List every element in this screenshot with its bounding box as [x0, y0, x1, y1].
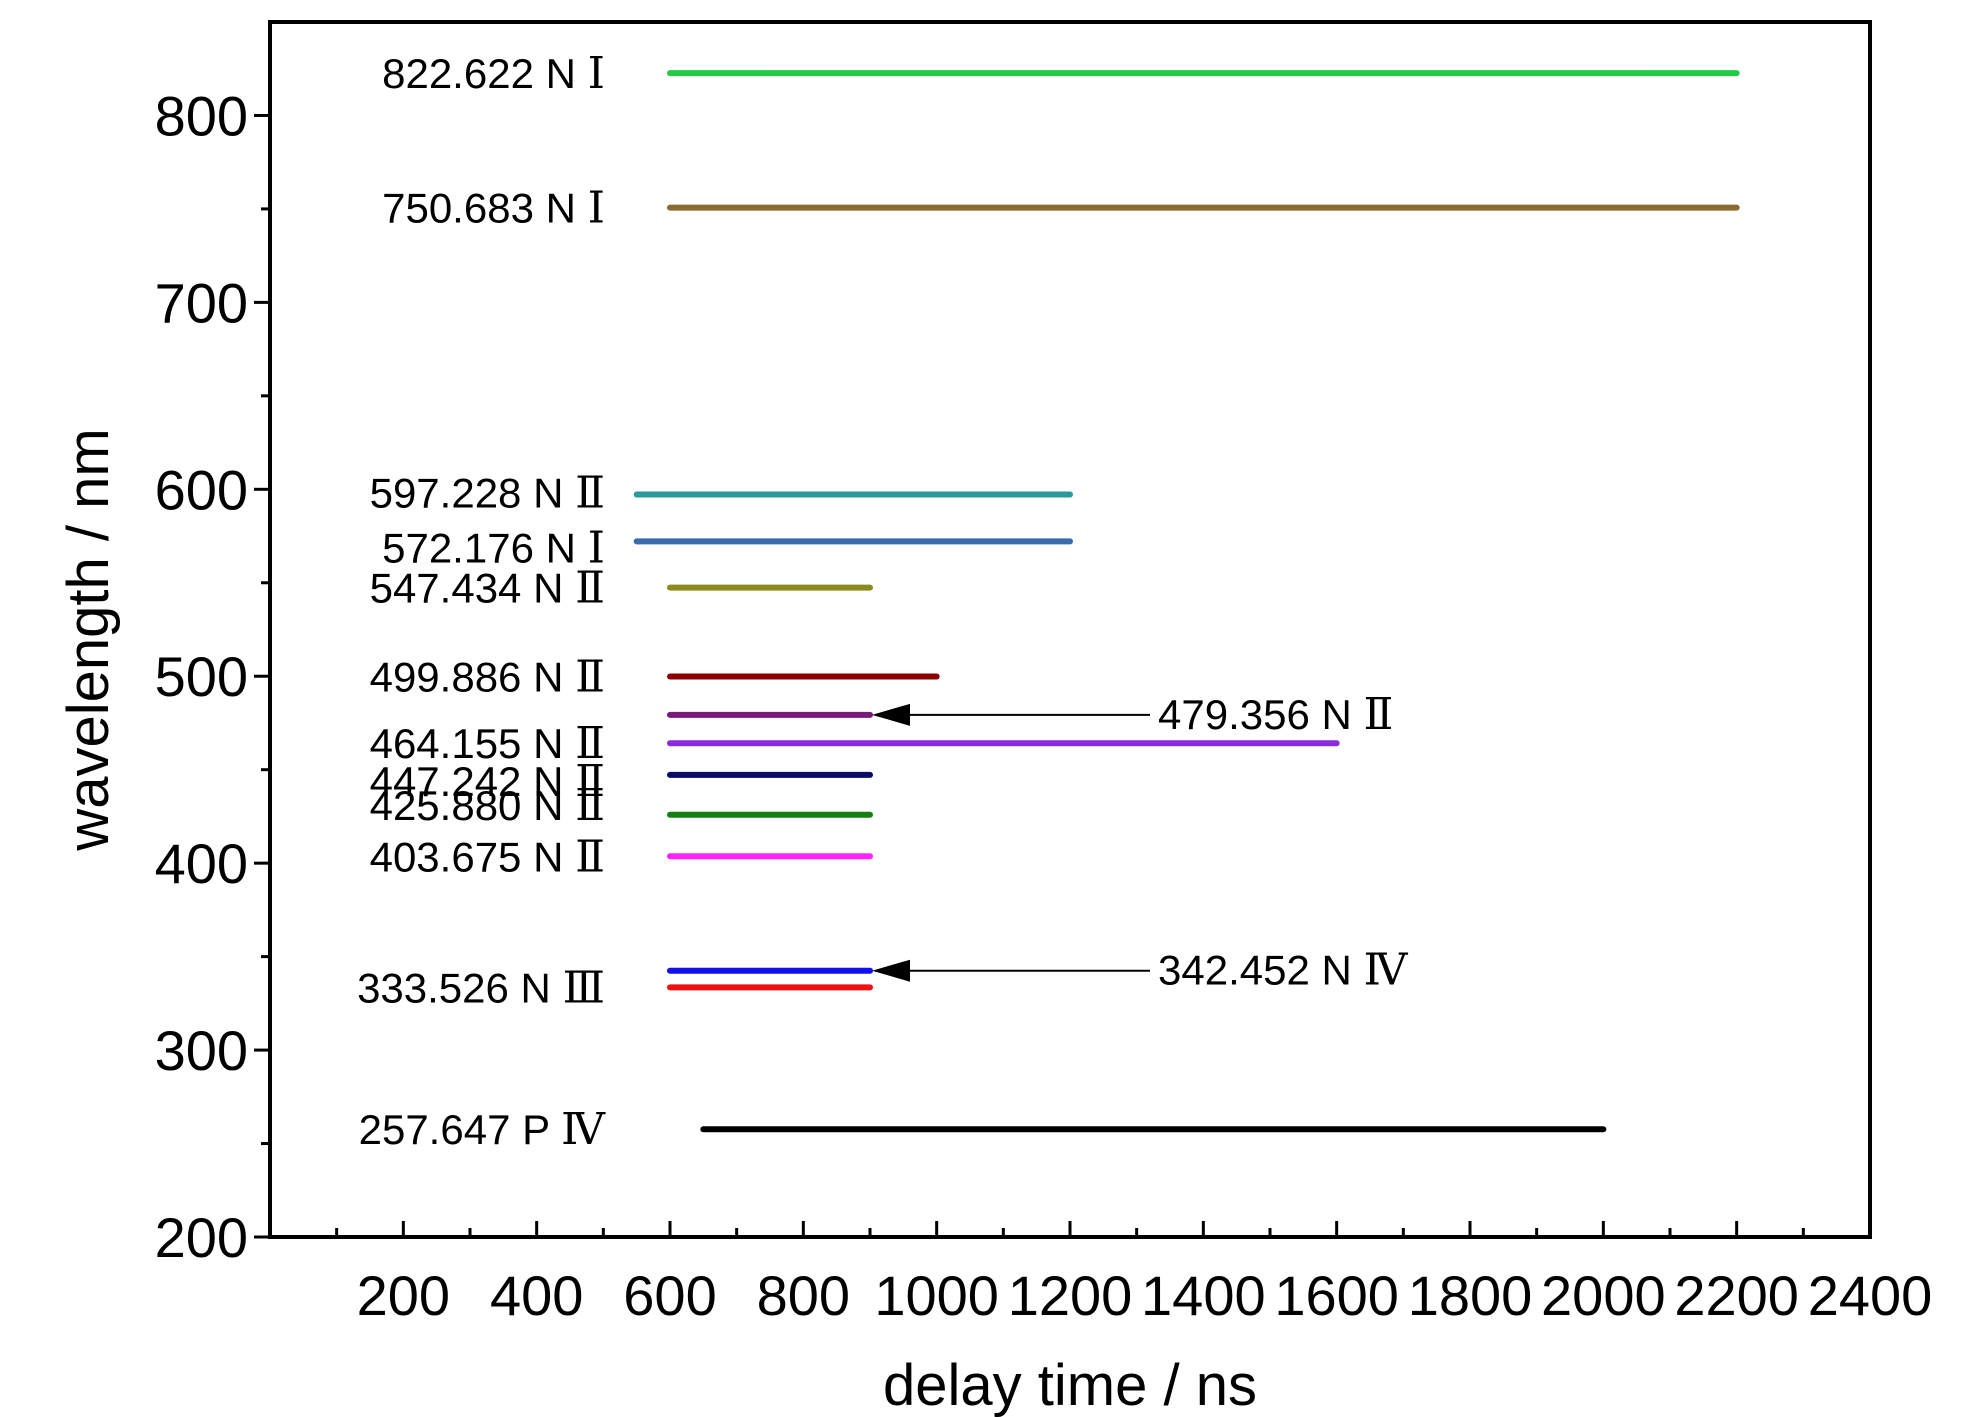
axis-ticks	[254, 113, 1872, 1239]
emission-line-label: 464.155 N Ⅱ	[370, 719, 605, 768]
emission-line-label: 499.886 N Ⅱ	[370, 652, 605, 701]
y-tick-label: 300	[155, 1019, 248, 1082]
arrowhead-icon	[872, 959, 910, 982]
emission-line-label: 597.228 N Ⅱ	[370, 468, 605, 517]
arrowhead-icon	[872, 703, 910, 726]
emission-line-label: 257.647 P Ⅳ	[359, 1105, 606, 1154]
x-tick-label: 1600	[1274, 1264, 1399, 1327]
y-axis-title: wavelength / nm	[56, 428, 121, 851]
tick-labels: 200 400 600 800 1000 1200 1400 1600 1800 2000 2200…	[155, 84, 1933, 1327]
x-tick-label: 800	[757, 1264, 850, 1327]
y-tick-label: 800	[155, 84, 248, 147]
emission-line-label: 403.675 N Ⅱ	[370, 832, 605, 881]
plot-frame	[268, 20, 1872, 1239]
y-tick-label: 700	[155, 271, 248, 334]
x-axis-title: delay time / ns	[883, 1353, 1257, 1417]
emission-line-label: 822.622 N Ⅰ	[382, 49, 605, 98]
emission-line-labels: 822.622 N Ⅰ 750.683 N Ⅰ 597.228 N Ⅱ 572.176…	[357, 49, 1408, 1154]
x-tick-label: 200	[357, 1264, 450, 1327]
y-tick-label: 400	[155, 832, 248, 895]
x-tick-label: 600	[623, 1264, 716, 1327]
y-tick-label: 600	[155, 458, 248, 521]
x-tick-label: 2200	[1674, 1264, 1799, 1327]
x-tick-label: 1800	[1408, 1264, 1533, 1327]
emission-lines	[633, 70, 1740, 1133]
x-tick-label: 2000	[1541, 1264, 1666, 1327]
y-tick-label: 500	[155, 645, 248, 708]
x-tick-label: 1200	[1008, 1264, 1133, 1327]
emission-line-label: 572.176 N Ⅰ	[382, 523, 605, 572]
emission-line-label: 342.452 N Ⅳ	[1158, 946, 1409, 995]
emission-line-label: 479.356 N Ⅱ	[1158, 690, 1393, 739]
annotation-arrows	[872, 703, 1150, 982]
emission-line-label: 547.434 N Ⅱ	[370, 564, 605, 613]
emission-line-label: 750.683 N Ⅰ	[382, 184, 605, 233]
emission-line-label: 425.880 N Ⅱ	[370, 781, 605, 830]
x-tick-label: 1400	[1141, 1264, 1266, 1327]
emission-line-label: 447.242 N Ⅱ	[370, 757, 605, 806]
x-tick-label: 1000	[874, 1264, 999, 1327]
x-tick-label: 2400	[1808, 1264, 1933, 1327]
y-tick-label: 200	[155, 1206, 248, 1269]
x-tick-label: 400	[490, 1264, 583, 1327]
emission-line-label: 333.526 N Ⅲ	[357, 963, 605, 1012]
